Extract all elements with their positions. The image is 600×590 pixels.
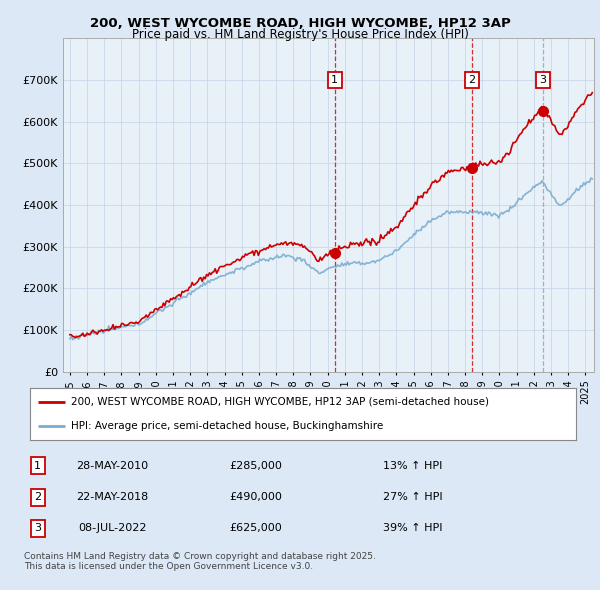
Text: 3: 3 [539, 75, 546, 85]
Text: HPI: Average price, semi-detached house, Buckinghamshire: HPI: Average price, semi-detached house,… [71, 421, 383, 431]
Text: 39% ↑ HPI: 39% ↑ HPI [383, 523, 442, 533]
Text: 28-MAY-2010: 28-MAY-2010 [76, 461, 148, 471]
Text: £490,000: £490,000 [229, 492, 282, 502]
Text: 2: 2 [468, 75, 475, 85]
Text: 200, WEST WYCOMBE ROAD, HIGH WYCOMBE, HP12 3AP (semi-detached house): 200, WEST WYCOMBE ROAD, HIGH WYCOMBE, HP… [71, 396, 489, 407]
Text: £285,000: £285,000 [229, 461, 282, 471]
Text: 1: 1 [331, 75, 338, 85]
Text: 22-MAY-2018: 22-MAY-2018 [76, 492, 148, 502]
Text: 27% ↑ HPI: 27% ↑ HPI [383, 492, 442, 502]
Text: 13% ↑ HPI: 13% ↑ HPI [383, 461, 442, 471]
Text: 200, WEST WYCOMBE ROAD, HIGH WYCOMBE, HP12 3AP: 200, WEST WYCOMBE ROAD, HIGH WYCOMBE, HP… [89, 17, 511, 30]
Text: Contains HM Land Registry data © Crown copyright and database right 2025.
This d: Contains HM Land Registry data © Crown c… [24, 552, 376, 571]
Text: 2: 2 [34, 492, 41, 502]
Text: £625,000: £625,000 [229, 523, 282, 533]
Text: 3: 3 [34, 523, 41, 533]
Text: 08-JUL-2022: 08-JUL-2022 [78, 523, 146, 533]
Text: Price paid vs. HM Land Registry's House Price Index (HPI): Price paid vs. HM Land Registry's House … [131, 28, 469, 41]
Text: 1: 1 [34, 461, 41, 471]
